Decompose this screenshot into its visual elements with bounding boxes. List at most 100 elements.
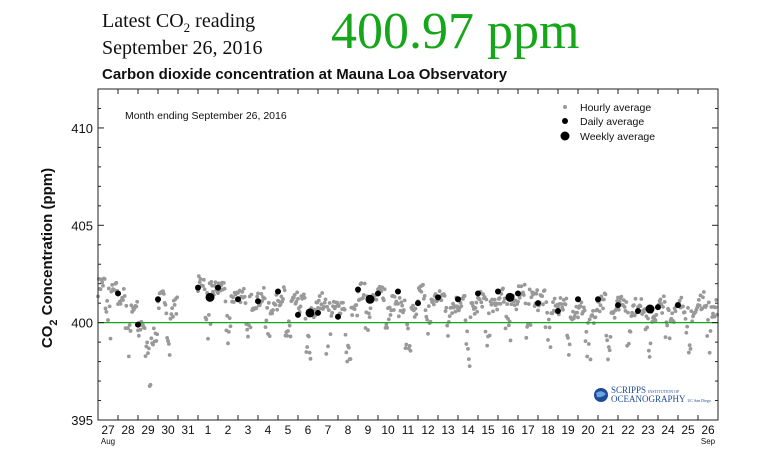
daily-point — [215, 284, 221, 291]
daily-point — [295, 311, 301, 318]
hourly-point — [387, 305, 392, 310]
hourly-point — [542, 288, 547, 293]
hourly-point — [601, 297, 606, 302]
hourly-point — [407, 343, 412, 348]
hourly-point — [127, 323, 132, 327]
hourly-point — [464, 342, 469, 346]
hourly-point — [561, 307, 565, 312]
y-axis-label-subscript: 2 — [48, 320, 60, 326]
hourly-point — [342, 307, 347, 312]
hourly-point — [607, 348, 612, 353]
hourly-point — [388, 313, 393, 317]
hourly-point — [404, 342, 409, 347]
hourly-point — [550, 311, 555, 316]
hourly-point — [414, 312, 419, 317]
hourly-point — [405, 322, 410, 327]
legend-hourly-label: Hourly average — [580, 102, 651, 114]
hourly-point — [271, 308, 275, 312]
hourly-point — [201, 277, 206, 282]
x-tick-label: 25 — [681, 423, 695, 437]
hourly-point — [666, 308, 671, 313]
hourly-point — [103, 306, 108, 311]
scripps-logo: SCRIPPS INSTITUTION OF OCEANOGRAPHY UC San… — [594, 385, 711, 404]
hourly-point — [122, 294, 127, 298]
hourly-point — [281, 297, 285, 301]
hourly-point — [124, 303, 129, 308]
hourly-point — [411, 303, 415, 308]
hourly-point — [295, 290, 300, 295]
weekly-series — [205, 292, 655, 318]
hourly-point — [543, 325, 548, 330]
hourly-point — [696, 297, 701, 302]
hourly-point — [426, 331, 430, 336]
hourly-point — [591, 308, 595, 313]
hourly-point — [359, 281, 364, 286]
hourly-point — [485, 343, 490, 348]
hourly-point — [149, 336, 154, 341]
hourly-point — [586, 342, 591, 346]
hourly-point — [665, 323, 670, 328]
daily-point — [655, 304, 661, 311]
hourly-point — [362, 281, 367, 286]
hourly-point — [590, 313, 595, 317]
hourly-point — [401, 308, 406, 312]
hourly-point — [166, 339, 170, 343]
hourly-point — [631, 303, 636, 308]
hourly-point — [686, 305, 690, 310]
hourly-point — [256, 291, 260, 296]
hourly-point — [646, 348, 651, 353]
hourly-point — [231, 295, 235, 300]
hourly-point — [599, 294, 604, 299]
daily-point — [515, 290, 521, 297]
hourly-point — [647, 354, 652, 359]
hourly-point — [121, 298, 125, 302]
hourly-point — [585, 354, 590, 359]
hourly-point — [226, 341, 230, 346]
hourly-point — [202, 287, 207, 292]
hourly-point — [572, 314, 577, 318]
hourly-point — [685, 324, 690, 329]
hourly-point — [421, 282, 425, 287]
x-tick-label: 24 — [661, 423, 675, 437]
hourly-point — [626, 341, 631, 346]
hourly-point — [697, 303, 702, 308]
hourly-point — [104, 309, 109, 314]
daily-point — [455, 296, 461, 303]
y-tick-label: 405 — [71, 218, 93, 233]
legend-weekly-marker — [560, 131, 570, 141]
hourly-point — [662, 300, 667, 304]
hourly-point — [663, 335, 668, 340]
daily-point — [555, 307, 561, 314]
hourly-point — [419, 289, 424, 294]
hourly-point — [138, 327, 143, 332]
hourly-point — [291, 296, 296, 300]
hourly-point — [221, 280, 226, 285]
daily-point — [615, 302, 621, 309]
hourly-point — [245, 327, 250, 332]
hourly-point — [325, 304, 330, 309]
hourly-point — [296, 296, 300, 301]
hourly-point — [306, 334, 311, 339]
hourly-point — [470, 300, 475, 305]
hourly-point — [671, 320, 676, 324]
hourly-point — [423, 308, 428, 313]
hourly-point — [575, 310, 580, 315]
hourly-point — [465, 329, 470, 334]
hourly-point — [593, 315, 598, 320]
weekly-point — [305, 308, 315, 318]
hourly-point — [248, 325, 253, 330]
hourly-point — [128, 329, 133, 333]
hourly-point — [406, 326, 410, 331]
x-tick-label: 21 — [601, 423, 615, 437]
hourly-point — [601, 306, 605, 311]
hourly-point — [171, 314, 175, 319]
hourly-point — [198, 277, 203, 281]
hourly-point — [263, 325, 268, 330]
hourly-point — [386, 317, 391, 322]
hourly-point — [559, 302, 564, 306]
hourly-point — [246, 334, 250, 339]
hourly-point — [385, 325, 390, 330]
x-tick-label: 29 — [141, 423, 155, 437]
hourly-point — [445, 323, 450, 328]
latest-reading-date: September 26, 2016 — [102, 37, 263, 59]
